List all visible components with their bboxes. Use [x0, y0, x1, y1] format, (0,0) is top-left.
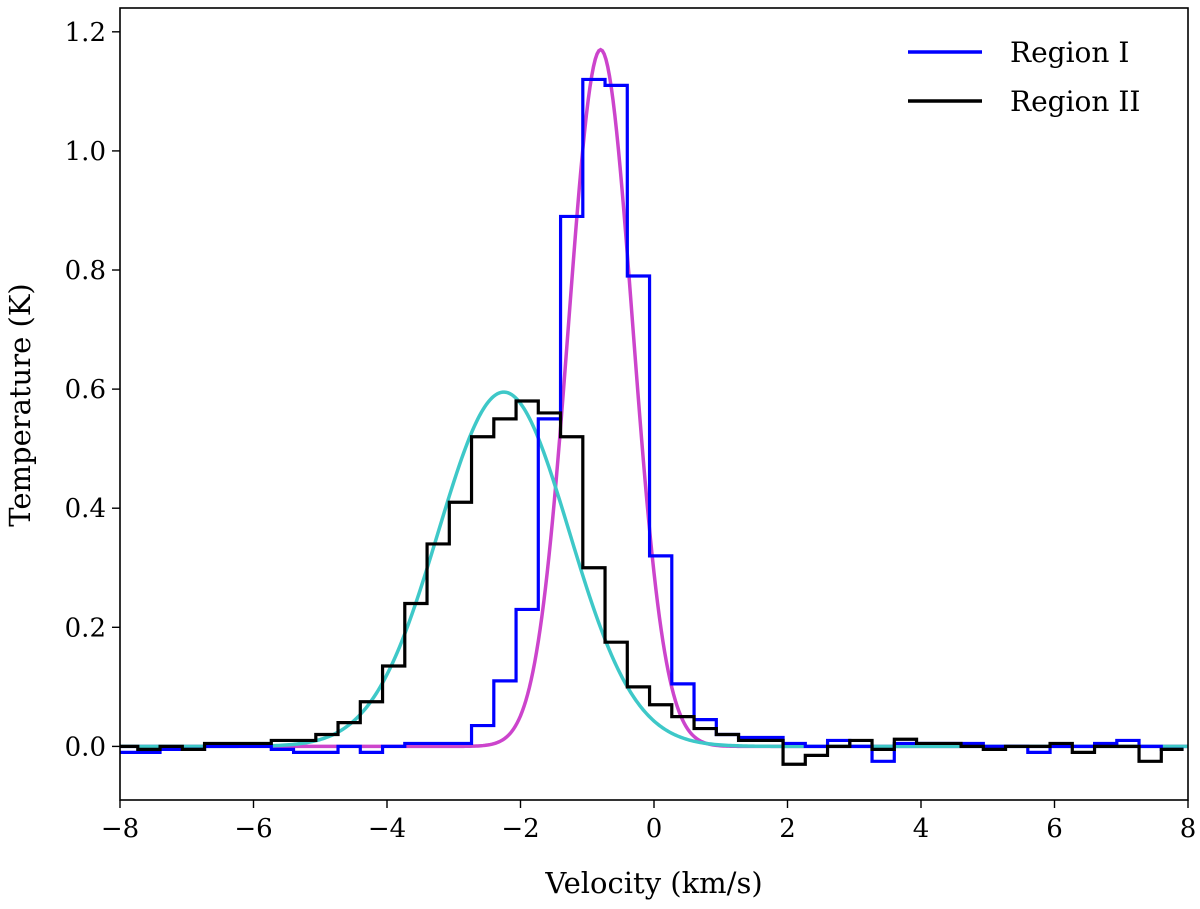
y-tick-label: 0.6 [65, 375, 106, 405]
series-region-i-fit [120, 47, 1188, 749]
x-tick-label: 0 [646, 814, 663, 844]
y-tick-label: 0.2 [65, 613, 106, 643]
y-axis: 0.0 0.2 0.4 0.6 0.8 1.0 1.2 [65, 18, 120, 762]
x-axis-label: Velocity (km/s) [544, 866, 762, 900]
legend-label-region-i: Region I [1010, 36, 1129, 69]
y-tick-label: 0.8 [65, 256, 106, 286]
x-tick-label: 2 [779, 814, 796, 844]
x-tick-label: 8 [1180, 814, 1197, 844]
x-axis: −8 −6 −4 −2 0 2 4 6 8 [101, 800, 1196, 844]
y-tick-label: 0.4 [65, 494, 106, 524]
series-region-i [120, 77, 1184, 763]
step-line-region-i [120, 77, 1184, 763]
x-tick-label: −4 [368, 814, 406, 844]
step-line-region-ii [120, 399, 1184, 766]
x-tick-label: −2 [501, 814, 539, 844]
x-tick-label: 4 [913, 814, 930, 844]
x-tick-label: 6 [1046, 814, 1063, 844]
plot-frame [119, 7, 1189, 801]
y-tick-label: 0.0 [65, 732, 106, 762]
y-axis-label: Temperature (K) [3, 283, 37, 527]
y-tick-label: 1.2 [65, 18, 106, 48]
legend-label-region-ii: Region II [1010, 85, 1140, 118]
series-region-ii [120, 399, 1184, 766]
plot-area [120, 47, 1188, 766]
x-tick-label: −8 [101, 814, 139, 844]
y-tick-label: 1.0 [65, 137, 106, 167]
x-tick-label: −6 [234, 814, 272, 844]
legend: Region I Region II [908, 36, 1140, 118]
